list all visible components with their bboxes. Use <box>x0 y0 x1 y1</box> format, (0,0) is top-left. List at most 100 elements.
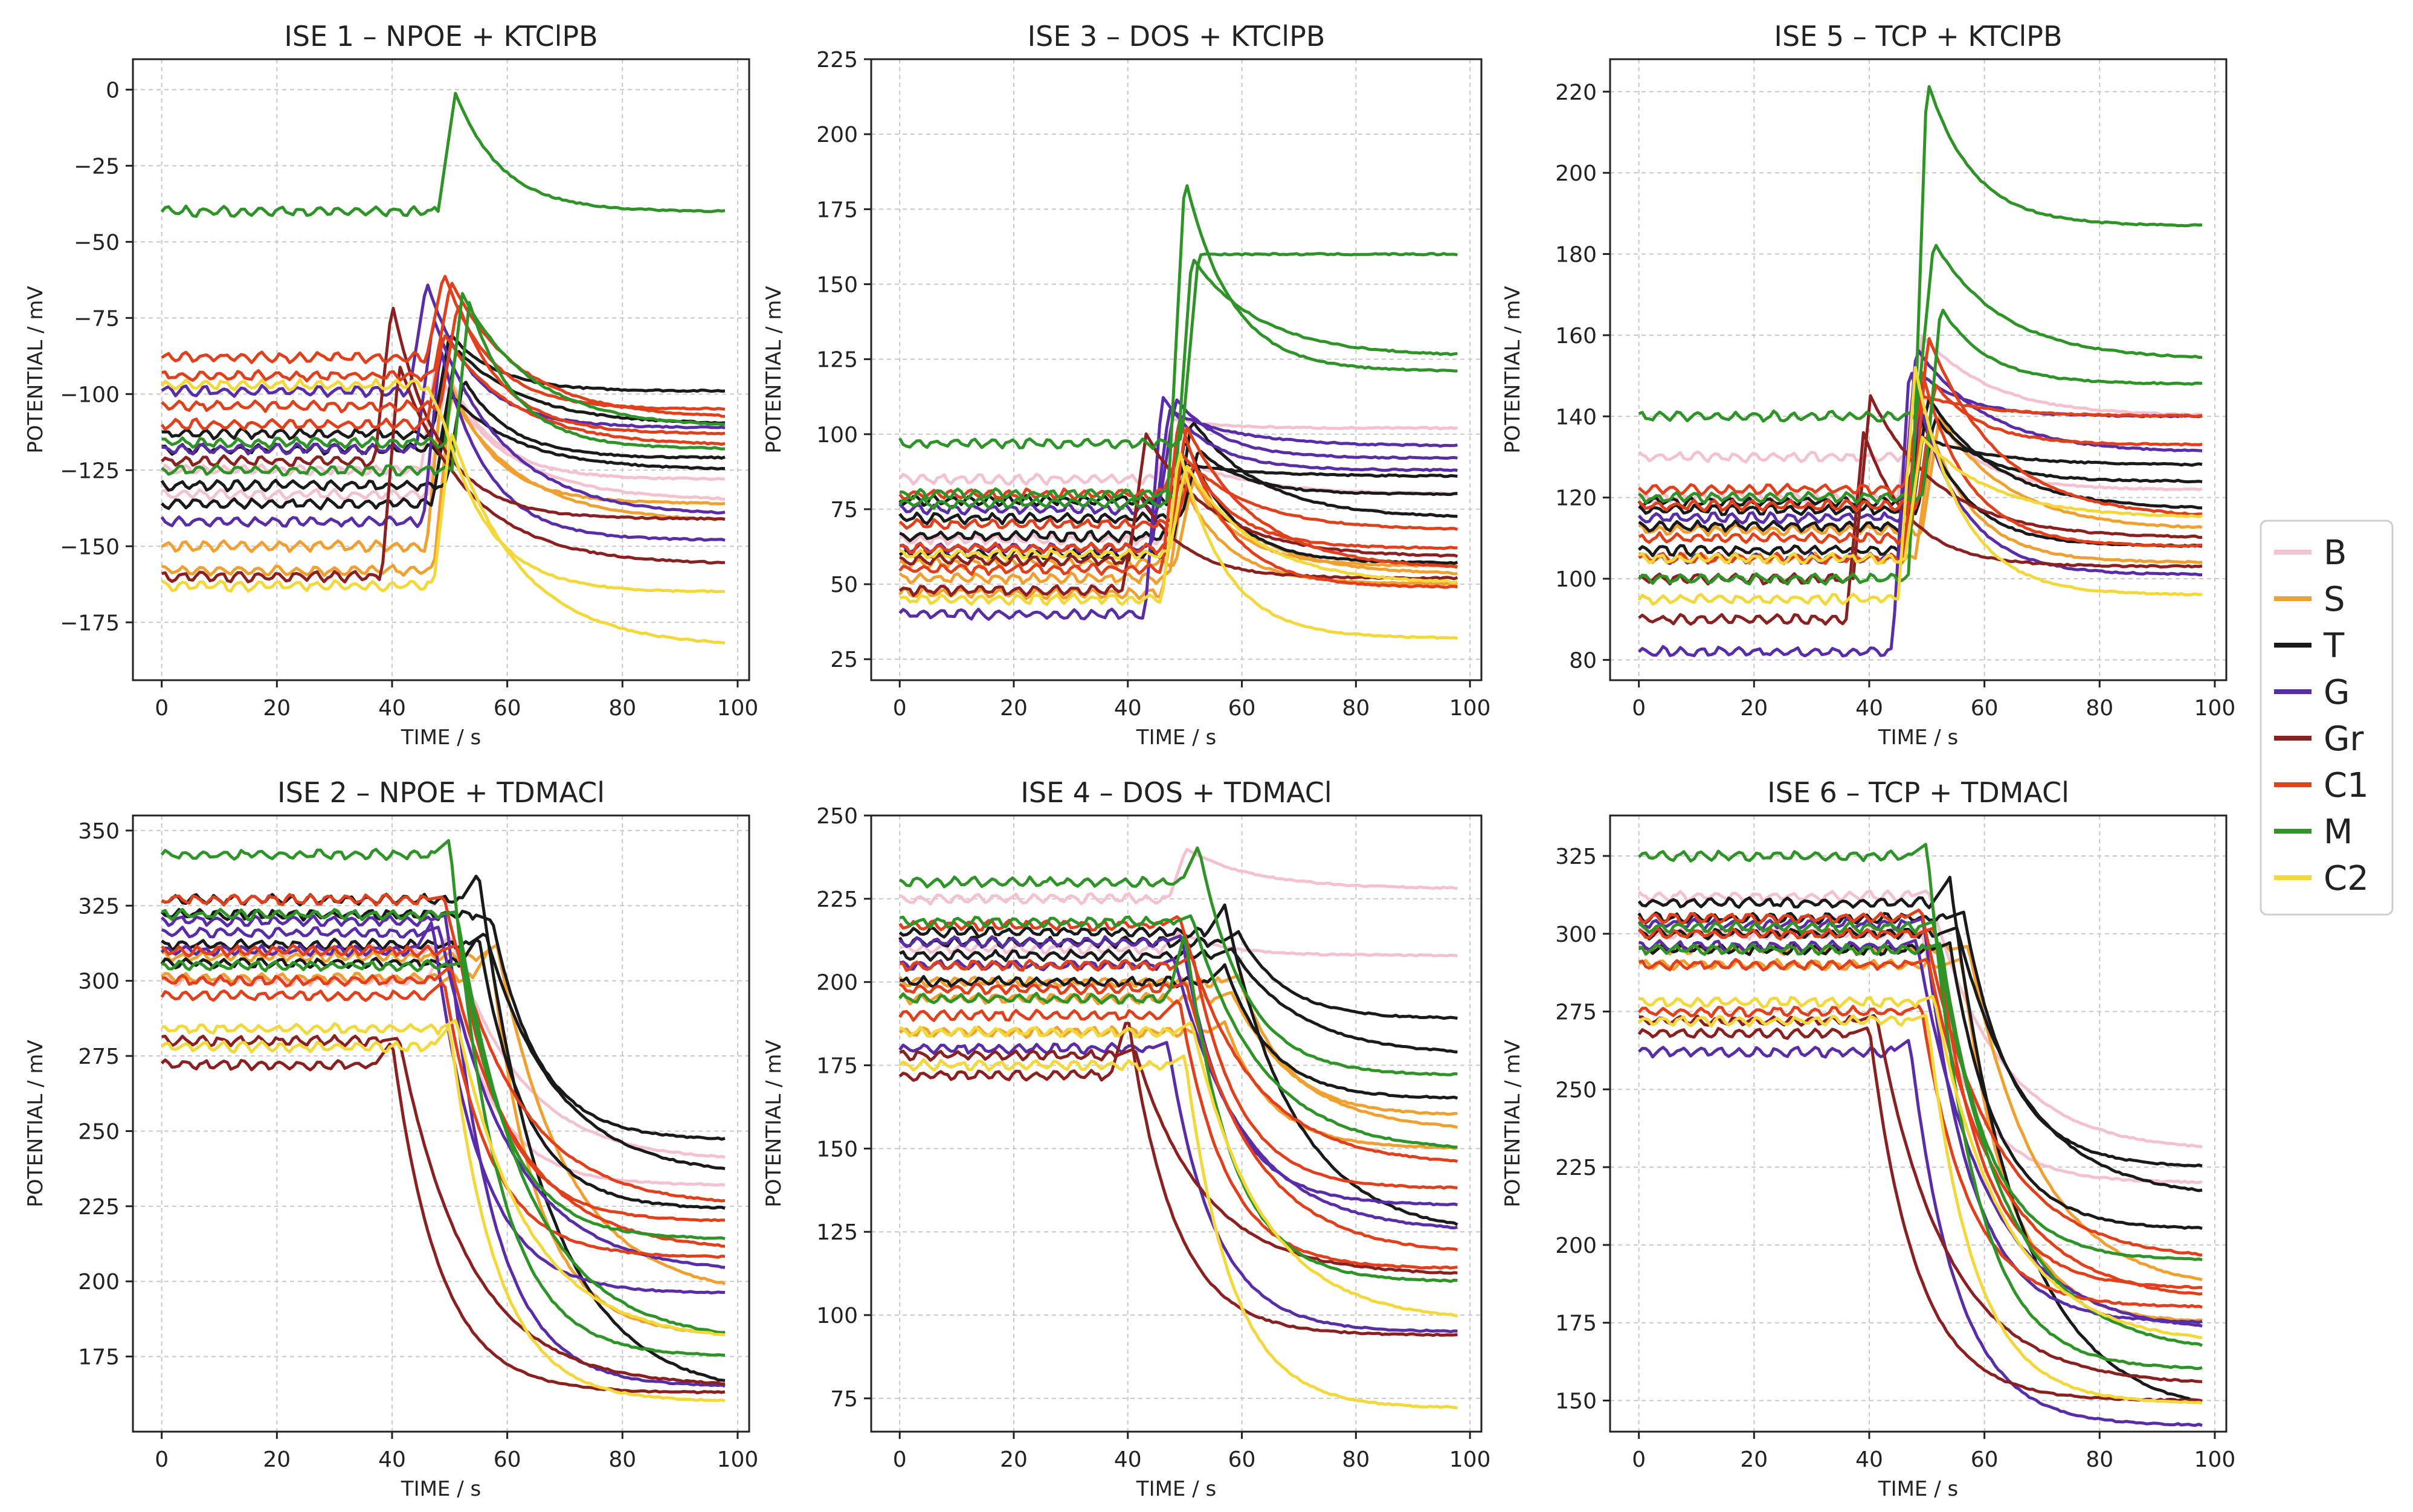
y-tick-label: 175 <box>816 1054 858 1079</box>
series-line-t <box>1638 941 2203 1230</box>
x-tick-label: 40 <box>378 1447 406 1472</box>
y-tick-label: −75 <box>74 306 120 331</box>
series-line-gr <box>1638 431 2203 626</box>
series-line-s <box>161 394 726 577</box>
y-tick-label: 220 <box>1555 80 1597 105</box>
legend-label-g: G <box>2324 673 2350 712</box>
chart-panel-6: 0 20 40 60 80 100 150 175 200 225 250 275 300 325 ISE … <box>1501 776 2235 1501</box>
x-tick-label: 0 <box>893 1447 907 1472</box>
series-line-m <box>1638 243 2203 423</box>
x-tick-label: 80 <box>2086 696 2113 721</box>
series-line-c2 <box>161 433 726 645</box>
series-line-t <box>898 903 1458 1226</box>
plot-frame <box>132 58 750 681</box>
series-line-m <box>160 92 726 218</box>
series-line-c1 <box>160 334 726 446</box>
x-tick-label: 100 <box>717 1447 759 1472</box>
x-tick-label: 0 <box>1632 696 1646 721</box>
series-line-m <box>1638 942 2203 1261</box>
series-line-c1 <box>1638 384 2203 513</box>
y-tick-label: 300 <box>1555 922 1597 947</box>
series-line-gr <box>898 493 1458 597</box>
series-line-g <box>160 913 726 1388</box>
series-line-g <box>160 351 726 542</box>
legend-label-gr: Gr <box>2324 719 2364 759</box>
y-tick-label: 175 <box>1555 1311 1597 1336</box>
x-axis-label: TIME / s <box>1878 725 1958 750</box>
series-line-m <box>898 184 1458 510</box>
y-tick-label: 120 <box>1555 486 1597 511</box>
series-line-c2 <box>161 1018 726 1337</box>
legend-label-c1: C1 <box>2324 766 2369 805</box>
x-tick-label: 20 <box>1740 696 1768 721</box>
series-line-t <box>1637 875 2203 1404</box>
series-line-gr <box>161 365 726 584</box>
series-line-c1 <box>161 966 725 1248</box>
y-axis-label: POTENTIAL / mV <box>1501 1040 1525 1207</box>
x-tick-label: 80 <box>1342 696 1370 721</box>
series-line-m <box>1638 920 2203 1347</box>
chart-panel-4: 0 20 40 60 80 100 175 200 225 250 275 300 325 350 ISE … <box>24 776 758 1501</box>
y-tick-label: 200 <box>1555 1234 1597 1258</box>
x-tick-label: 60 <box>494 696 521 721</box>
series-line-g <box>898 396 1458 621</box>
x-axis-label: TIME / s <box>401 1477 481 1501</box>
series-line-gr <box>160 1043 726 1395</box>
legend-label-m: M <box>2324 812 2353 852</box>
y-tick-label: 25 <box>830 648 858 672</box>
x-tick-label: 40 <box>1855 1447 1883 1472</box>
chart-panel-2: 0 20 40 60 80 100 25 50 75 100 125 150 175 200 225 ISE … <box>762 20 1490 750</box>
x-tick-label: 0 <box>1632 1447 1646 1472</box>
panels: 0 20 40 60 80 100 0 −25 −50 −75 −100 −125 −150 −175 IS… <box>24 20 2235 1501</box>
x-tick-label: 0 <box>893 696 907 721</box>
series-line-c2 <box>898 1054 1458 1410</box>
y-tick-label: 300 <box>78 970 120 994</box>
series-line-c2 <box>161 1026 726 1403</box>
chart-title: ISE 6 – TCP + TDMACl <box>1767 776 2069 809</box>
x-tick-label: 20 <box>263 1447 291 1472</box>
x-tick-label: 20 <box>1000 1447 1028 1472</box>
series-line-c2 <box>899 1021 1458 1318</box>
x-axis-label: TIME / s <box>1136 725 1216 750</box>
y-tick-label: 150 <box>1555 1389 1597 1414</box>
series-line-m <box>161 908 726 1334</box>
series-line-m <box>898 252 1458 450</box>
y-tick-label: 225 <box>1555 1156 1597 1180</box>
y-tick-label: −150 <box>60 535 120 559</box>
series-line-b <box>899 931 1458 957</box>
y-tick-label: 100 <box>816 423 858 448</box>
series-line-c2 <box>160 378 725 594</box>
series-line-c1 <box>160 981 726 1259</box>
x-tick-label: 60 <box>494 1447 521 1472</box>
y-tick-label: 175 <box>78 1345 120 1370</box>
y-tick-label: −50 <box>74 230 120 255</box>
series-line-m <box>1637 843 2203 1370</box>
series-line-gr <box>899 1047 1458 1275</box>
series-line-m <box>161 959 726 1241</box>
series-line-gr <box>160 306 726 521</box>
y-axis-label: POTENTIAL / mV <box>762 1040 786 1207</box>
series-line-c1 <box>899 955 1458 1190</box>
y-tick-label: −175 <box>60 611 120 635</box>
y-tick-label: 100 <box>816 1304 858 1328</box>
series-line-s <box>898 1020 1458 1150</box>
y-tick-label: 180 <box>1555 243 1597 268</box>
series-line-c1 <box>161 305 726 436</box>
y-tick-label: 80 <box>1569 648 1597 673</box>
chart-title: ISE 2 – NPOE + TDMACl <box>277 776 605 809</box>
series-line-gr <box>1638 394 2203 586</box>
y-axis-label: POTENTIAL / mV <box>762 286 786 453</box>
chart-title: ISE 4 – DOS + TDMACl <box>1020 776 1332 809</box>
chart-title: ISE 3 – DOS + KTClPB <box>1028 20 1326 53</box>
y-axis-label: POTENTIAL / mV <box>24 1040 48 1207</box>
x-tick-label: 80 <box>1342 1447 1370 1472</box>
x-tick-label: 80 <box>608 696 636 721</box>
x-tick-label: 40 <box>1114 696 1142 721</box>
x-tick-label: 60 <box>1971 1447 1999 1472</box>
x-tick-label: 80 <box>608 1447 636 1472</box>
x-tick-label: 40 <box>1114 1447 1142 1472</box>
y-tick-label: 140 <box>1555 405 1597 429</box>
y-axis-label: POTENTIAL / mV <box>24 286 48 453</box>
chart-title: ISE 1 – NPOE + KTClPB <box>284 20 598 53</box>
